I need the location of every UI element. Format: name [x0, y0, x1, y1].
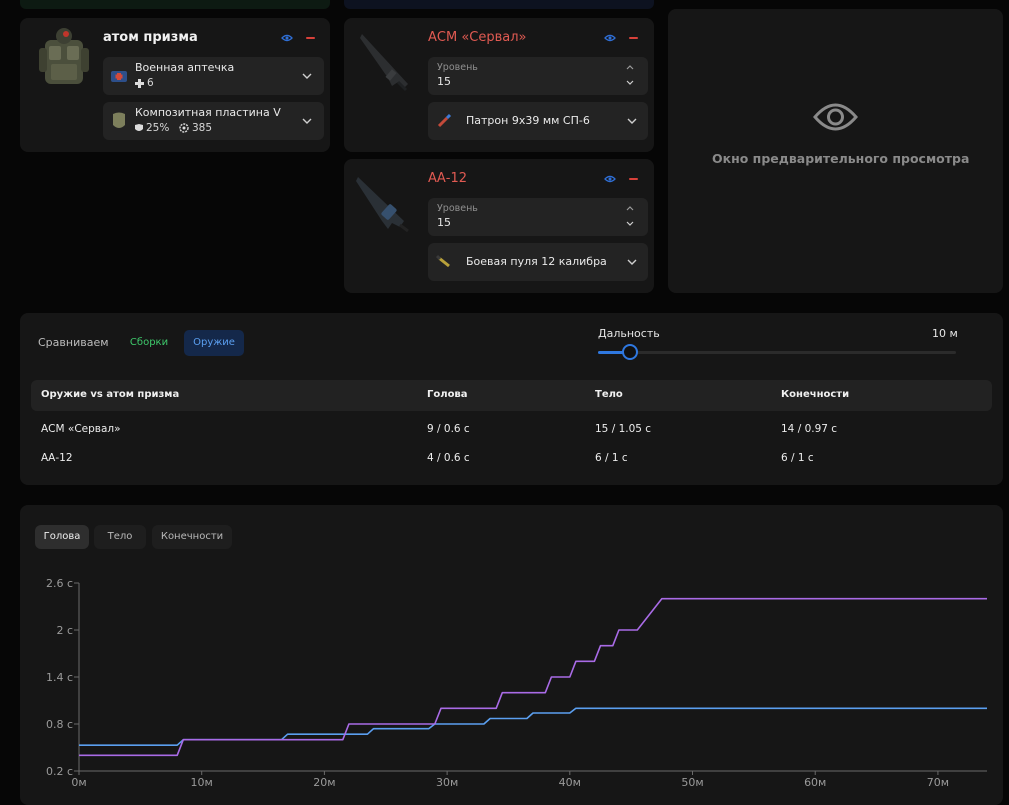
remove-armor-button[interactable] [306, 37, 315, 39]
x-tick-label: 70м [927, 776, 949, 786]
ammo-icon [437, 113, 452, 128]
y-tick-label: 0.2 с [46, 765, 73, 778]
armor-plate-slot[interactable]: Композитная пластина V 25% 385 [103, 102, 324, 140]
level-value: 15 [437, 216, 451, 229]
visibility-eye-icon[interactable] [604, 34, 616, 42]
x-tick-label: 0м [71, 776, 86, 786]
column-header-head[interactable]: Голова [427, 389, 468, 400]
top-strip-right [344, 0, 654, 9]
tab-head[interactable]: Голова [35, 525, 89, 549]
chart-panel: Голова Тело Конечности [20, 505, 1003, 805]
weapon-2-level-stepper[interactable]: Уровень 15 [428, 198, 648, 236]
medkit-count: 6 [147, 77, 154, 89]
chevron-down-icon[interactable] [627, 118, 637, 124]
x-tick-label: 60м [804, 776, 826, 786]
level-value: 15 [437, 75, 451, 88]
x-tick-label: 50м [681, 776, 703, 786]
ttk-line-chart: 0.2 с 0.8 с 1.4 с 2 с 2.6 с 0м 10м 20м 30м 40м 50м… [46, 577, 987, 786]
range-label: Дальность [598, 327, 660, 340]
table-cell: 6 / 1 с [595, 452, 628, 464]
comparison-panel: Сравниваем Сборки Оружие Дальность 10 м … [20, 313, 1003, 485]
chevron-down-icon[interactable] [627, 259, 637, 265]
weapon-card-2: АА-12 Уровень 15 Боевая пуля 12 калибра [344, 159, 654, 293]
chip-weapons[interactable]: Оружие [184, 330, 244, 356]
x-tick-label: 30м [436, 776, 458, 786]
column-header-weapon[interactable]: Оружие vs атом призма [41, 389, 180, 400]
eye-icon [813, 103, 858, 131]
armor-plate-label: Композитная пластина V [135, 106, 281, 119]
chevron-up-icon[interactable] [626, 65, 634, 70]
weapon-1-name: АСМ «Сервал» [428, 30, 527, 45]
column-header-limbs[interactable]: Конечности [781, 389, 850, 400]
armor-durability: 385 [192, 122, 213, 134]
medkit-icon [111, 71, 127, 82]
durability-gear-icon [179, 123, 189, 133]
shell-icon [436, 254, 450, 268]
table-cell: 9 / 0.6 с [427, 423, 470, 435]
range-value: 10 м [932, 327, 958, 340]
shotgun-icon [356, 177, 409, 233]
chevron-down-icon[interactable] [302, 118, 312, 124]
chevron-up-icon[interactable] [626, 206, 634, 211]
tab-limbs[interactable]: Конечности [152, 525, 232, 549]
y-tick-label: 0.8 с [46, 718, 73, 731]
table-cell: 4 / 0.6 с [427, 452, 470, 464]
preview-panel: Окно предварительного просмотра [668, 9, 1003, 293]
y-tick-label: 1.4 с [46, 671, 73, 684]
armor-protection: 25% [146, 122, 170, 134]
visibility-eye-icon[interactable] [281, 34, 293, 42]
ammo-label: Патрон 9х39 мм СП-6 [466, 114, 590, 127]
chevron-down-icon[interactable] [302, 73, 312, 79]
table-cell: 6 / 1 с [781, 452, 814, 464]
visibility-eye-icon[interactable] [604, 175, 616, 183]
table-header: Оружие vs атом призма Голова Тело Конечн… [31, 380, 992, 411]
weapon-1-level-stepper[interactable]: Уровень 15 [428, 57, 648, 95]
x-tick-label: 40м [559, 776, 581, 786]
table-cell: 15 / 1.05 с [595, 423, 652, 435]
chip-builds[interactable]: Сборки [129, 337, 169, 348]
remove-weapon-2-button[interactable] [629, 178, 638, 180]
top-strip-left [20, 0, 330, 9]
armor-vest-icon [39, 28, 89, 84]
remove-weapon-1-button[interactable] [629, 37, 638, 39]
weapon-1-ammo-select[interactable]: Патрон 9х39 мм СП-6 [428, 102, 648, 140]
rifle-icon [360, 34, 408, 92]
x-tick-label: 20м [313, 776, 335, 786]
table-cell: 14 / 0.97 с [781, 423, 838, 435]
plus-icon [135, 79, 144, 88]
weapon-2-name: АА-12 [428, 171, 468, 186]
compare-label: Сравниваем [38, 336, 109, 349]
table-cell: АА-12 [41, 452, 73, 464]
tab-body[interactable]: Тело [94, 525, 146, 549]
level-label: Уровень [437, 62, 478, 73]
x-tick-label: 10м [191, 776, 213, 786]
ammo-label: Боевая пуля 12 калибра [466, 255, 607, 268]
weapon-card-1: АСМ «Сервал» Уровень 15 Патрон 9х39 мм С… [344, 18, 654, 152]
series-line-2 [79, 597, 987, 757]
shield-icon [135, 124, 143, 131]
level-label: Уровень [437, 203, 478, 214]
table-cell: АСМ «Сервал» [41, 423, 121, 435]
range-slider-fill [598, 351, 631, 354]
armor-card: атом призма Военная аптечка 6 Композитна… [20, 18, 330, 152]
medkit-slot[interactable]: Военная аптечка 6 [103, 57, 324, 95]
preview-placeholder-text: Окно предварительного просмотра [712, 151, 970, 166]
column-header-body[interactable]: Тело [595, 389, 623, 400]
range-slider-track[interactable] [598, 351, 956, 354]
armor-title: атом призма [103, 30, 198, 45]
y-tick-label: 2 с [56, 624, 73, 637]
range-slider-handle[interactable] [622, 344, 639, 360]
y-tick-label: 2.6 с [46, 577, 73, 590]
armor-plate-icon [113, 112, 125, 128]
chevron-down-icon[interactable] [626, 80, 634, 85]
medkit-label: Военная аптечка [135, 61, 235, 74]
chevron-down-icon[interactable] [626, 221, 634, 226]
weapon-2-ammo-select[interactable]: Боевая пуля 12 калибра [428, 243, 648, 281]
